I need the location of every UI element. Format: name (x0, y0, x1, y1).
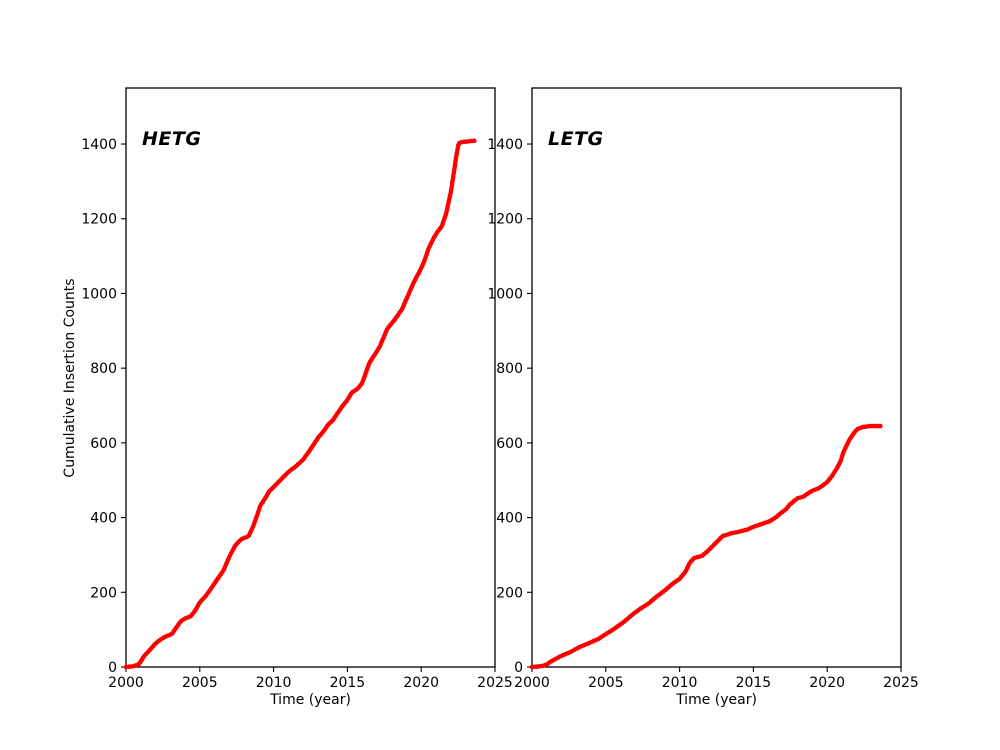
letg-series (529, 423, 883, 670)
hetg-annotation: HETG (142, 128, 202, 150)
y-tick-label: 1000 (81, 286, 117, 302)
y-tick-label: 800 (496, 361, 523, 377)
y-tick-label: 1400 (81, 137, 117, 153)
x-tick-label: 2000 (514, 675, 550, 691)
y-tick-label: 1200 (81, 212, 117, 228)
y-axis-ticks: 0 200 400 600 800 1000 1200 1400 (81, 137, 126, 676)
x-axis-ticks: 2000 2005 2010 2015 2020 2025 (108, 667, 513, 691)
x-tick-label: 2010 (662, 675, 698, 691)
y-tick-label: 0 (514, 660, 523, 676)
axes-frame (125, 87, 496, 668)
x-tick-label: 2020 (403, 675, 439, 691)
y-tick-label: 200 (496, 585, 523, 601)
letg-x-axis-title: Time (year) (676, 692, 757, 708)
y-axis-ticks: 0 200 400 600 800 1000 1200 1400 (487, 137, 532, 676)
y-tick-label: 600 (496, 436, 523, 452)
x-tick-label: 2020 (809, 675, 845, 691)
x-tick-label: 2005 (588, 675, 624, 691)
y-tick-label: 0 (108, 660, 117, 676)
letg-plot: 2000 2005 2010 2015 2020 2025 0 200 400 600 800 100… (487, 87, 919, 691)
y-tick-label: 400 (90, 511, 117, 527)
y-tick-label: 600 (90, 436, 117, 452)
x-tick-label: 2015 (330, 675, 366, 691)
y-tick-label: 400 (496, 511, 523, 527)
y-tick-label: 200 (90, 585, 117, 601)
hetg-x-axis-title: Time (year) (270, 692, 351, 708)
x-axis-ticks: 2000 2005 2010 2015 2020 2025 (514, 667, 919, 691)
hetg-series (123, 138, 477, 670)
x-tick-label: 2005 (182, 675, 218, 691)
x-tick-label: 2010 (256, 675, 292, 691)
y-tick-label: 1200 (487, 212, 523, 228)
x-tick-label: 2000 (108, 675, 144, 691)
letg-annotation: LETG (548, 128, 604, 150)
x-tick-label: 2015 (736, 675, 772, 691)
y-tick-label: 800 (90, 361, 117, 377)
x-tick-label: 2025 (477, 675, 513, 691)
axes-frame (531, 87, 902, 668)
y-tick-label: 1000 (487, 286, 523, 302)
y-tick-label: 1400 (487, 137, 523, 153)
y-axis-title: Cumulative Insertion Counts (62, 278, 78, 478)
hetg-plot: 2000 2005 2010 2015 2020 2025 0 200 400 600 800 100… (81, 87, 513, 691)
x-tick-label: 2025 (883, 675, 919, 691)
